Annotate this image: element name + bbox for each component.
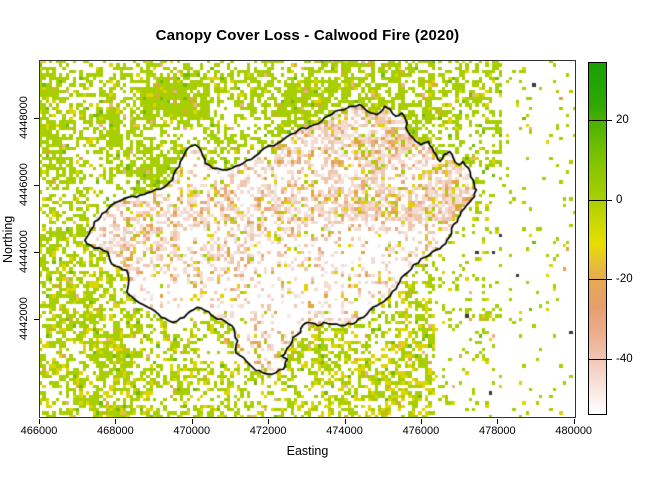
x-tick-mark — [268, 419, 270, 424]
x-tick-label: 466000 — [20, 425, 58, 437]
plot-title: Canopy Cover Loss - Calwood Fire (2020) — [155, 27, 460, 44]
raster-map-canvas — [39, 60, 576, 418]
colorbar-tick-label: -20 — [616, 273, 633, 286]
y-tick-label: 4448000 — [18, 96, 30, 140]
y-tick-mark — [34, 117, 39, 119]
colorbar-tick-label: -40 — [616, 353, 633, 366]
colorbar-tick-mark — [607, 199, 612, 201]
colorbar-tick-label: 20 — [616, 113, 629, 126]
x-tick-label: 474000 — [326, 425, 363, 437]
y-tick-label: 4444000 — [18, 230, 30, 274]
y-tick-mark — [34, 251, 39, 253]
y-tick-label: 4446000 — [18, 163, 30, 207]
x-tick-mark — [573, 419, 575, 424]
y-axis-label: Northing — [1, 215, 15, 263]
colorbar-gradient — [588, 62, 607, 415]
x-tick-mark — [497, 419, 499, 424]
y-tick-mark — [34, 184, 39, 186]
colorbar-tick-line — [588, 119, 607, 121]
colorbar-tick-mark — [607, 119, 612, 121]
x-tick-label: 472000 — [249, 425, 287, 437]
x-tick-mark — [191, 419, 193, 424]
colorbar-tick-label: 0 — [616, 193, 623, 206]
x-tick-label: 480000 — [555, 425, 593, 437]
colorbar-tick-line — [588, 279, 607, 281]
x-tick-label: 478000 — [478, 425, 516, 437]
x-tick-label: 470000 — [173, 425, 211, 437]
x-axis-label: Easting — [286, 444, 329, 458]
colorbar-tick-line — [588, 359, 607, 361]
x-tick-mark — [39, 419, 40, 424]
x-tick-label: 468000 — [97, 425, 134, 437]
y-tick-label: 4442000 — [18, 297, 30, 341]
x-tick-mark — [115, 419, 117, 424]
x-tick-mark — [420, 419, 422, 424]
colorbar-tick-mark — [607, 279, 612, 281]
x-tick-mark — [344, 419, 346, 424]
colorbar-tick-line — [588, 199, 607, 201]
colorbar-tick-mark — [607, 359, 612, 361]
x-tick-label: 476000 — [402, 425, 440, 437]
y-tick-mark — [34, 319, 39, 320]
